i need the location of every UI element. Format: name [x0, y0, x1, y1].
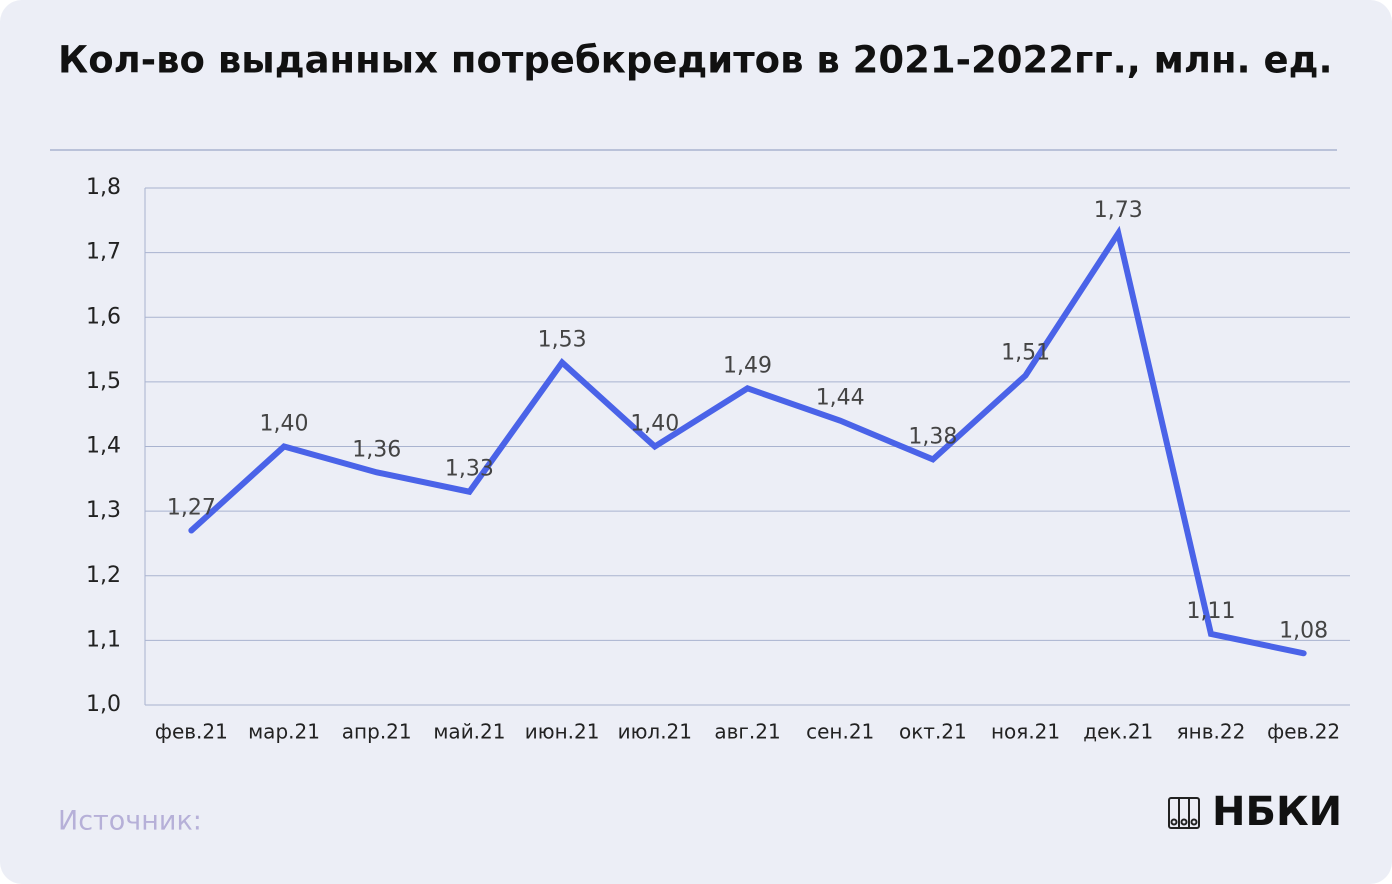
x-tick-label: апр.21	[342, 720, 412, 744]
x-tick-label: дек.21	[1083, 720, 1153, 744]
y-tick-label: 1,4	[86, 434, 121, 459]
y-tick-label: 1,7	[86, 240, 121, 265]
source: Источник:	[58, 806, 202, 837]
x-tick-label: фев.21	[155, 720, 228, 744]
data-label: 1,38	[908, 424, 957, 449]
data-label: 1,44	[816, 386, 865, 411]
data-label: 1,33	[445, 457, 494, 482]
y-tick-label: 1,0	[86, 692, 121, 717]
data-label: 1,36	[352, 437, 401, 462]
x-tick-label: ноя.21	[991, 720, 1060, 744]
x-tick-label: авг.21	[714, 720, 780, 744]
y-tick-label: 1,8	[86, 175, 121, 200]
x-tick-label: янв.22	[1177, 720, 1246, 744]
y-tick-label: 1,1	[86, 627, 121, 652]
data-line	[188, 225, 1307, 657]
data-label: 1,73	[1094, 198, 1143, 223]
x-tick-label: мар.21	[248, 720, 320, 744]
x-tick-label: фев.22	[1267, 720, 1340, 744]
data-label: 1,27	[167, 496, 216, 521]
x-tick-label: окт.21	[899, 720, 967, 744]
data-label: 1,40	[630, 412, 679, 437]
logo-icon	[1168, 797, 1200, 829]
chart-title: Кол-во выданных потребкредитов в 2021-20…	[58, 39, 1333, 82]
data-label: 1,51	[1001, 340, 1050, 365]
x-tick-label: сен.21	[806, 720, 874, 744]
data-label: 1,49	[723, 353, 772, 378]
x-tick-label: июл.21	[618, 720, 692, 744]
y-tick-label: 1,2	[86, 563, 121, 588]
data-label: 1,40	[260, 412, 309, 437]
x-tick-label: май.21	[433, 720, 505, 744]
data-label: 1,53	[538, 327, 587, 352]
y-tick-label: 1,5	[86, 369, 121, 394]
x-tick-label: июн.21	[525, 720, 600, 744]
data-label: 1,11	[1186, 599, 1235, 624]
y-tick-label: 1,3	[86, 498, 121, 523]
data-label: 1,08	[1279, 618, 1328, 643]
logo: НБКИ	[1212, 789, 1342, 835]
y-tick-label: 1,6	[86, 304, 121, 329]
